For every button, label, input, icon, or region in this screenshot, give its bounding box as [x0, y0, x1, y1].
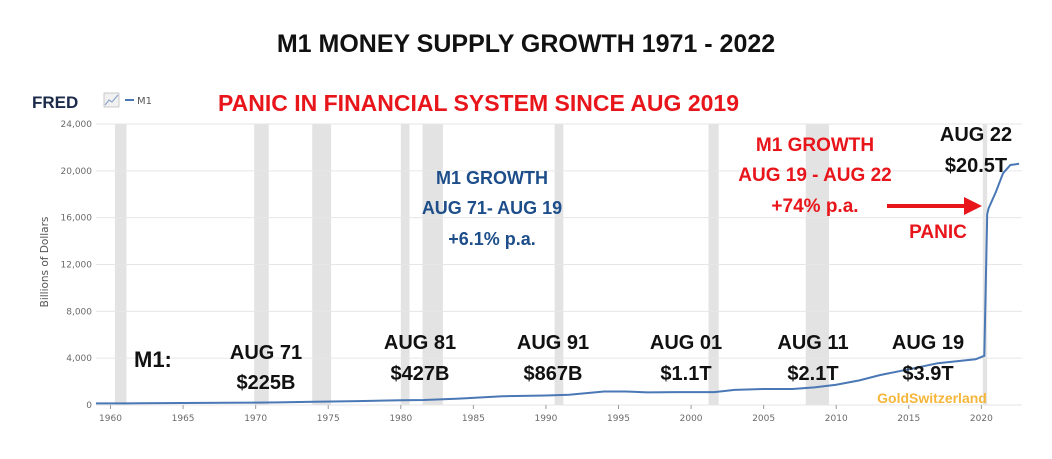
fred-logo-text: FRED [32, 93, 78, 112]
y-tick-label: 0 [86, 401, 92, 411]
callout-value: $427B [391, 363, 450, 385]
chart-title: M1 MONEY SUPPLY GROWTH 1971 - 2022 [277, 30, 775, 58]
growth-recent-line-3: +74% p.a. [771, 196, 858, 217]
x-tick-label: 1970 [244, 414, 267, 424]
x-tick-label: 1990 [534, 414, 557, 424]
y-tick-label: 8,000 [66, 307, 92, 317]
growth-annotation-early: M1 GROWTH AUG 71- AUG 19 +6.1% p.a. [422, 168, 562, 249]
y-tick-label: 20,000 [61, 167, 93, 177]
fred-logo: FRED M1 [32, 92, 152, 112]
callout-date: AUG 91 [517, 332, 589, 354]
panic-label: PANIC [909, 222, 967, 243]
m1-label: M1: [134, 347, 172, 372]
legend-series-label: M1 [137, 96, 152, 107]
callout-value: $3.9T [902, 363, 953, 385]
chart-glyph-icon [103, 92, 120, 108]
x-tick-label: 1960 [99, 414, 122, 424]
callout-value: $2.1T [787, 363, 838, 385]
x-tick-label: 1985 [462, 414, 485, 424]
callout-date: AUG 01 [650, 332, 722, 354]
growth-recent-line-2: AUG 19 - AUG 22 [738, 165, 891, 186]
y-tick-label: 16,000 [61, 214, 93, 224]
callout-date: AUG 11 [777, 332, 848, 354]
callout-value: $225B [237, 372, 296, 394]
x-tick-label: 2015 [897, 414, 920, 424]
x-tick-label: 1965 [172, 414, 195, 424]
headline: PANIC IN FINANCIAL SYSTEM SINCE AUG 2019 [218, 90, 739, 116]
growth-recent-line-1: M1 GROWTH [756, 135, 874, 156]
callout-value: $20.5T [945, 155, 1007, 177]
growth-early-line-3: +6.1% p.a. [448, 229, 536, 249]
y-axis-label: Billions of Dollars [39, 217, 51, 308]
callout-value: $1.1T [660, 363, 711, 385]
y-tick-label: 24,000 [61, 120, 93, 130]
x-tick-label: 1995 [607, 414, 630, 424]
series-line-m1 [95, 162, 1020, 405]
callout-value: $867B [524, 363, 583, 385]
x-tick-label: 2005 [752, 414, 775, 424]
x-tick-label: 2000 [680, 414, 703, 424]
panic-arrow [887, 197, 982, 215]
x-tick-label: 2020 [970, 414, 993, 424]
x-tick-labels: 1960 1965 1970 1975 1980 1985 1990 1995 2000 2005… [99, 405, 993, 424]
x-tick-label: 1975 [317, 414, 340, 424]
callout-date: AUG 22 [940, 124, 1012, 146]
callout-date: AUG 19 [892, 332, 964, 354]
watermark: GoldSwitzerland [877, 390, 987, 406]
y-tick-labels: 0 4,000 8,000 12,000 16,000 20,000 24,000 [61, 120, 93, 411]
y-tick-label: 12,000 [61, 261, 93, 271]
growth-early-line-1: M1 GROWTH [436, 168, 548, 188]
x-tick-label: 1980 [389, 414, 412, 424]
growth-annotation-recent: M1 GROWTH AUG 19 - AUG 22 +74% p.a. [738, 135, 891, 217]
value-callouts: AUG 71 $225B AUG 81 $427B AUG 91 $867B AUG 01 $… [230, 124, 1012, 394]
y-tick-label: 4,000 [66, 354, 92, 364]
gridlines [96, 123, 1022, 406]
callout-date: AUG 71 [230, 342, 302, 364]
x-tick-label: 2010 [825, 414, 848, 424]
growth-early-line-2: AUG 71- AUG 19 [422, 198, 562, 218]
callout-date: AUG 81 [384, 332, 456, 354]
